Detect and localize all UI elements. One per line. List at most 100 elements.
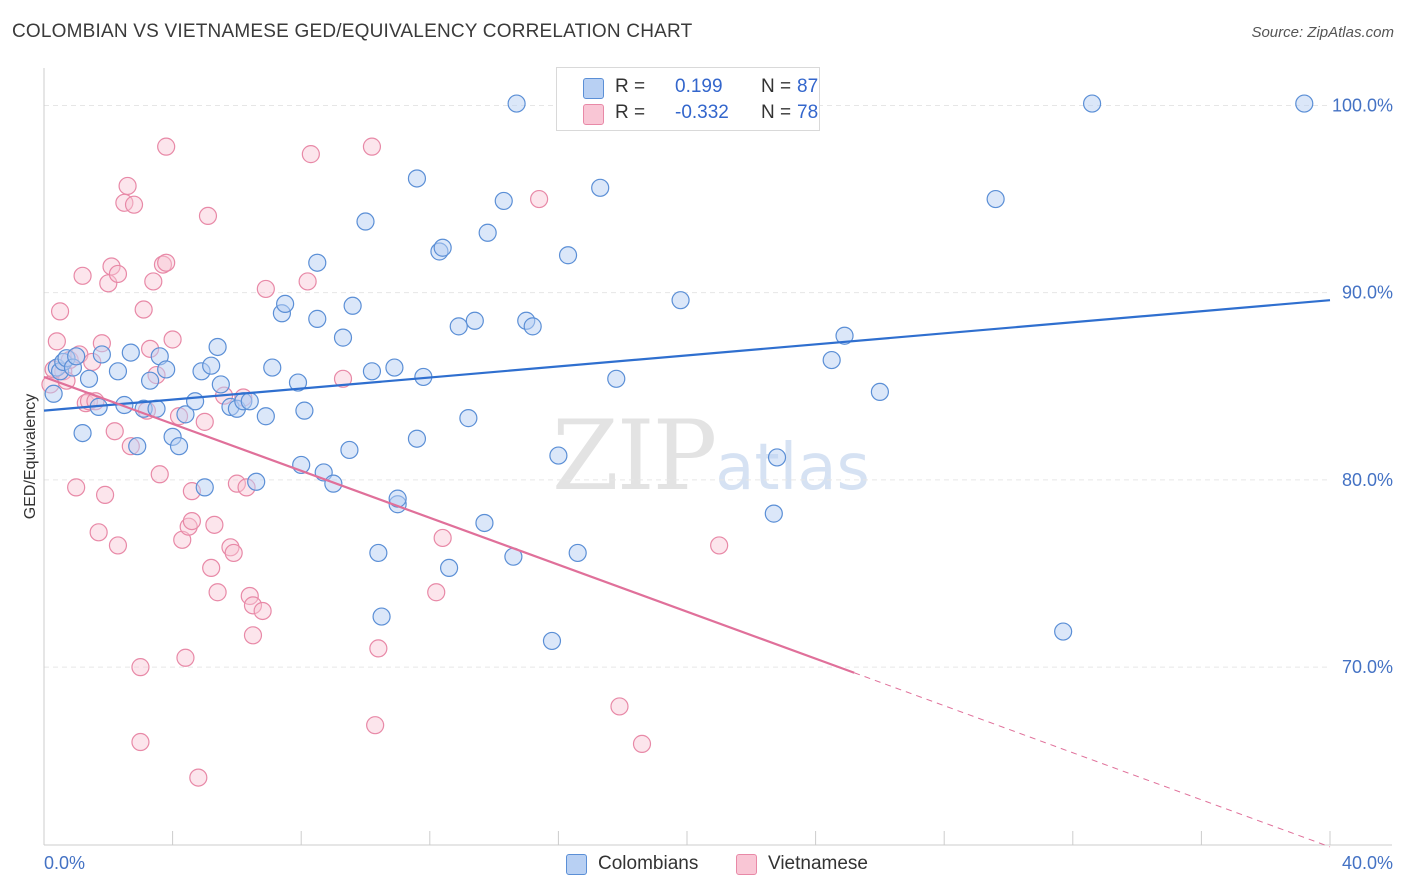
colombian-point [369,543,388,563]
vietnamese-point [118,176,137,196]
watermark-zip: ZIP [552,400,717,512]
tick-labels: 70.0% 80.0% 90.0% 100.0% 0.0% 40.0% GED/Equiva… [22,95,1393,873]
vietnamese-point [298,272,317,291]
bottom-legend-swatch-colombians [566,854,587,875]
legend-r-label: R = [615,76,646,97]
colombian-point [385,358,404,377]
colombian-point [295,401,314,420]
colombian-point [157,360,176,379]
correlation-legend: R = 0.199 N = 87 R = -0.332 N = 78 [556,67,820,131]
legend-swatch-colombians [583,78,604,99]
legend-r-value: -0.332 [675,102,729,123]
colombian-point [67,347,86,366]
colombian-point [558,246,578,265]
vietnamese-point [530,189,549,209]
y-tick-label: 70.0% [1342,657,1393,677]
colombian-point [870,382,890,402]
colombian-point [186,392,205,411]
colombians-points [44,94,1314,651]
colombian-point [1054,622,1073,641]
vietnamese-point [173,530,192,549]
colombian-point [764,504,783,523]
colombian-point [169,437,189,456]
grid-lines [44,104,1330,668]
colombian-point [372,607,391,626]
vietnamese-point [47,332,66,351]
colombian-point [340,440,359,460]
vietnamese-point [227,474,246,493]
colombian-point [79,369,99,388]
vietnamese-point [108,536,128,555]
colombian-point [140,371,160,390]
bottom-legend-swatch-vietnamese [736,854,757,875]
vietnamese-point [189,768,208,787]
colombian-point [986,189,1005,209]
colombian-point [767,448,787,467]
vietnamese-point [333,369,353,388]
vietnamese-point [95,485,115,504]
colombian-point [176,405,195,424]
legend-r-label: R = [615,102,646,123]
vietnamese-point [176,648,195,667]
vietnamese-point [131,658,150,677]
vietnamese-point [163,330,182,349]
colombian-point [73,423,92,443]
colombians-trend-line [43,299,1331,412]
vietnamese-point [150,465,169,484]
vietnamese-point [221,538,240,557]
colombian-point [607,369,626,388]
colombian-point [263,358,282,377]
vietnamese-point [366,716,385,735]
vietnamese-point [144,272,163,291]
legend-swatch-vietnamese [583,104,604,125]
vietnamese-trend-line [43,375,855,674]
vietnamese-point [153,255,173,274]
colombian-point [439,558,459,578]
vietnamese-point [243,596,263,615]
vietnamese-point [131,732,150,752]
colombian-point [44,384,63,403]
y-tick-label: 90.0% [1342,283,1393,303]
vietnamese-point [102,257,121,276]
colombian-point [343,296,362,315]
legend-r-value: 0.199 [675,76,723,97]
vietnamese-point [198,206,218,226]
y-tick-label: 100.0% [1332,95,1393,115]
legend-n-value: 87 [797,76,819,97]
colombian-point [407,169,427,188]
colombian-point [475,513,494,533]
colombian-point [591,178,610,197]
colombian-point [121,343,140,362]
vietnamese-point [195,412,214,431]
bottom-legend-label: Colombians [598,853,699,874]
colombian-point [362,362,382,381]
colombian-point [202,356,221,375]
vietnamese-point [256,279,275,299]
vietnamese-point [362,137,382,156]
colombian-point [542,631,562,651]
vietnamese-point [224,543,243,563]
vietnamese-point [433,528,452,548]
vietnamese-point [301,145,320,164]
colombian-point [356,212,375,231]
x-tick-label-max: 40.0% [1342,853,1393,873]
legend-n-value: 78 [797,102,819,123]
bottom-legend-label: Vietnamese [768,853,868,874]
colombian-point [494,191,513,211]
vietnamese-point [179,517,198,536]
colombian-point [108,362,128,381]
y-axis-title: GED/Equivalency [22,394,39,519]
colombian-point [195,478,214,497]
colombian-point [308,253,327,272]
vietnamese-point [182,511,201,531]
colombian-point [465,311,484,330]
colombian-point [822,350,841,370]
vietnamese-point [89,523,108,542]
vietnamese-point [369,639,388,658]
vietnamese-point [208,583,227,602]
axes [43,68,1392,846]
vietnamese-point [67,478,86,497]
vietnamese-point [50,302,70,321]
vietnamese-point [253,601,272,621]
